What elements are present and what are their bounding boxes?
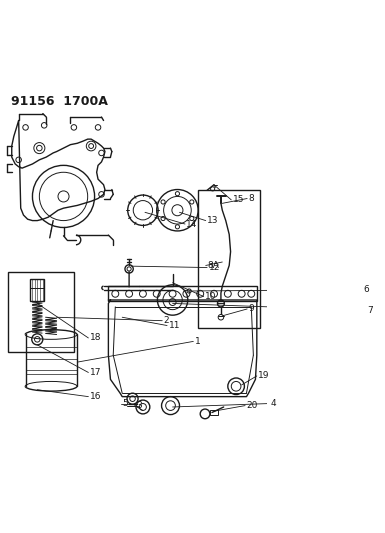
- Text: 4: 4: [271, 399, 276, 408]
- Bar: [198, 190, 260, 328]
- Text: 7: 7: [367, 306, 373, 315]
- Text: 13: 13: [207, 216, 219, 225]
- Text: 19: 19: [258, 372, 270, 381]
- Text: 11: 11: [169, 321, 180, 330]
- Text: 6: 6: [364, 285, 370, 294]
- Text: 17: 17: [90, 368, 101, 377]
- Bar: [30, 279, 44, 301]
- Text: 14: 14: [186, 220, 198, 229]
- Bar: [210, 410, 218, 415]
- Text: 91156  1700A: 91156 1700A: [11, 95, 108, 108]
- Bar: [8, 272, 74, 352]
- Text: 12: 12: [209, 263, 220, 272]
- Text: 1: 1: [195, 337, 201, 346]
- Text: 15: 15: [233, 196, 244, 204]
- Text: 8A: 8A: [207, 261, 219, 270]
- Text: 9: 9: [249, 304, 254, 313]
- Text: 3: 3: [136, 401, 142, 410]
- Text: 16: 16: [90, 392, 101, 401]
- Text: 18: 18: [90, 334, 101, 342]
- Bar: [109, 286, 257, 301]
- Text: 2: 2: [164, 316, 169, 325]
- Text: 8: 8: [249, 194, 254, 203]
- Text: 20: 20: [246, 401, 258, 410]
- Text: 5: 5: [122, 399, 128, 408]
- Text: 10: 10: [205, 292, 216, 301]
